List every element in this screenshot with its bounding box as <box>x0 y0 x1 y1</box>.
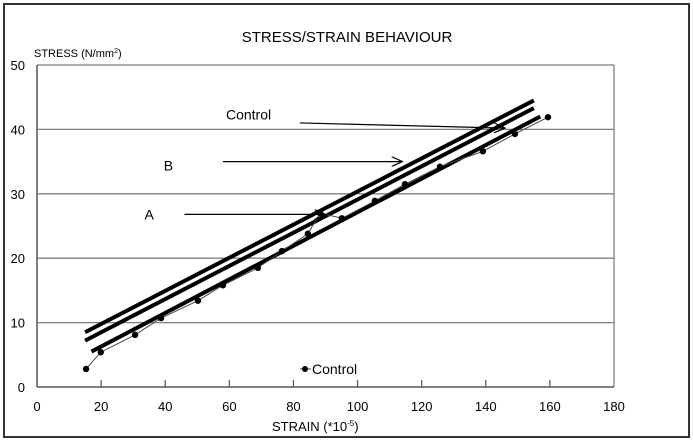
y-axis-label-tail: ) <box>118 48 122 60</box>
series-line-control <box>85 116 549 370</box>
x-tick-label: 140 <box>475 399 497 414</box>
x-axis-label-sup: -5 <box>347 419 355 428</box>
legend: Control <box>300 361 357 377</box>
y-axis-label-base: STRESS (N/mm <box>34 48 114 60</box>
x-tick-label: 20 <box>94 399 108 414</box>
chart-title: STRESS/STRAIN BEHAVIOUR <box>242 29 453 46</box>
y-tick-label: 10 <box>11 316 25 331</box>
x-tick-label: 160 <box>539 399 561 414</box>
data-series <box>82 113 552 373</box>
data-point <box>157 314 165 322</box>
data-point <box>131 331 139 339</box>
x-tick-label: 0 <box>33 399 40 414</box>
data-point <box>316 209 324 217</box>
data-point <box>544 113 552 121</box>
data-point <box>219 282 227 289</box>
annotation-label-b: B <box>164 158 173 174</box>
data-point <box>511 130 519 138</box>
fit-line-control <box>84 98 535 335</box>
data-point <box>371 197 379 205</box>
data-point <box>278 247 286 255</box>
data-point <box>479 148 487 155</box>
fit-line-b <box>84 106 535 343</box>
data-point <box>82 365 90 373</box>
x-tick-label: 80 <box>286 399 300 414</box>
y-tick-label: 0 <box>18 380 25 395</box>
x-tick-label: 100 <box>347 399 369 414</box>
data-point <box>194 297 202 304</box>
x-axis-label-tail: ) <box>354 419 358 434</box>
x-tick-label: 60 <box>222 399 236 414</box>
y-tick-label: 50 <box>11 58 25 73</box>
x-tick-label: 180 <box>603 399 625 414</box>
legend-label: Control <box>312 361 357 377</box>
fit-line-a <box>90 114 542 354</box>
tick-labels: 0 10 20 30 40 50 0 20 40 60 80 100 120 140 160 180 <box>11 58 625 414</box>
grid <box>37 64 614 324</box>
x-axis-label-base: STRAIN (*10 <box>272 419 347 434</box>
y-tick-label: 20 <box>11 251 25 266</box>
data-point <box>254 264 262 272</box>
x-tick-label: 120 <box>411 399 433 414</box>
x-axis-label: STRAIN (*10-5) <box>272 419 359 434</box>
data-point <box>304 230 312 237</box>
fit-lines <box>84 98 542 354</box>
annotation-label-control: Control <box>226 107 271 123</box>
y-axis-label-sup: 2 <box>114 48 118 55</box>
chart-frame <box>3 3 690 438</box>
annotation-label-a: A <box>145 207 155 223</box>
data-point <box>338 215 346 222</box>
legend-marker <box>302 366 308 372</box>
y-tick-label: 40 <box>11 122 25 137</box>
x-tick-label: 40 <box>158 399 172 414</box>
annotations: Control B A <box>145 107 505 223</box>
axes <box>36 65 615 388</box>
y-tick-label: 30 <box>11 187 25 202</box>
annotation-arrow-control <box>299 122 505 128</box>
data-point <box>97 349 104 356</box>
y-axis-label: STRESS (N/mm2) <box>34 48 122 60</box>
data-point <box>401 180 409 188</box>
data-point <box>436 163 444 170</box>
